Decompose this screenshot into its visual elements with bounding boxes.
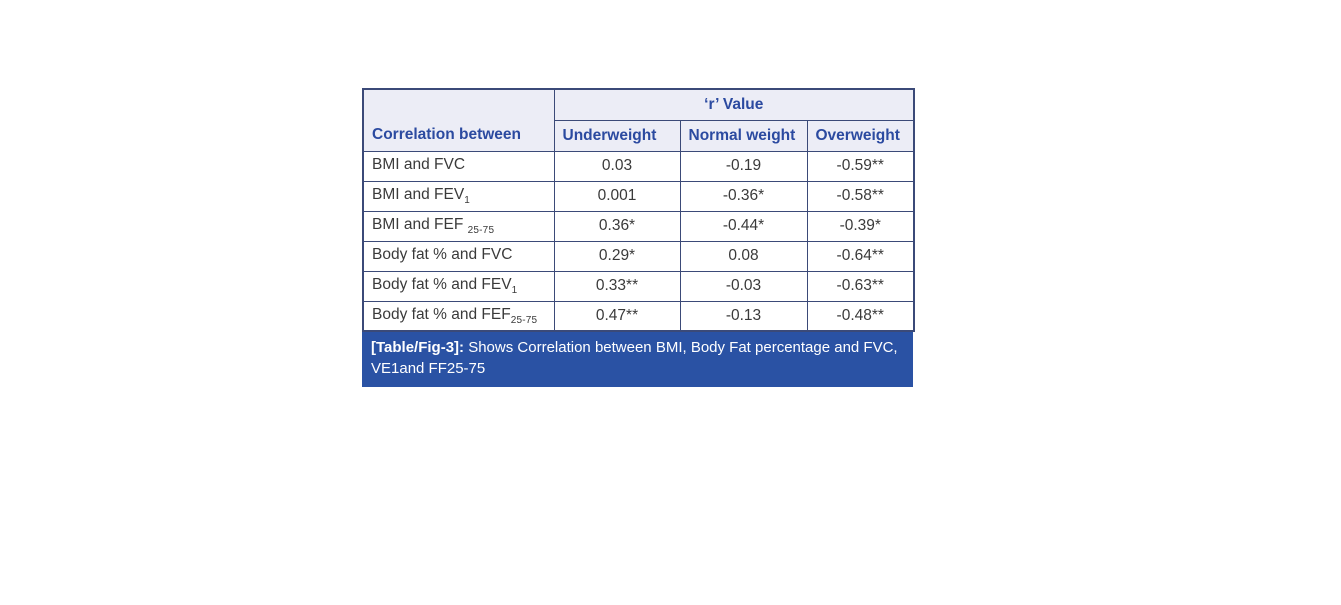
correlation-table: Correlation between ‘r’ Value Underweigh…	[362, 88, 916, 332]
cell-underweight: 0.03	[553, 150, 681, 182]
col-group-header-r-value: ‘r’ Value	[553, 88, 915, 121]
row-label-text: Body fat % and FVC	[372, 246, 513, 263]
cell-overweight: -0.64**	[806, 240, 915, 272]
cell-overweight: -0.48**	[806, 300, 915, 332]
cell-overweight: -0.39*	[806, 210, 915, 242]
row-label: Body fat % and FVC	[362, 240, 555, 272]
cell-underweight: 0.33**	[553, 270, 681, 302]
cell-normal-weight: -0.44*	[679, 210, 808, 242]
table-row: Body fat % and FVC 0.29* 0.08 -0.64**	[362, 240, 915, 272]
cell-underweight: 0.36*	[553, 210, 681, 242]
caption-text: Shows Correlation between BMI, Body Fat …	[371, 339, 902, 377]
cell-normal-weight: -0.19	[679, 150, 808, 182]
cell-normal-weight: -0.13	[679, 300, 808, 332]
col-header-underweight: Underweight	[553, 119, 681, 152]
row-label: BMI and FVC	[362, 150, 555, 182]
table-row: BMI and FVC 0.03 -0.19 -0.59**	[362, 150, 915, 182]
table-caption: [Table/Fig-3]: Shows Correlation between…	[362, 332, 913, 388]
cell-overweight: -0.59**	[806, 150, 915, 182]
table-row: BMI and FEV1 0.001 -0.36* -0.58**	[362, 180, 915, 212]
table-group-header-row: Correlation between ‘r’ Value	[362, 88, 915, 152]
row-label-text: BMI and FVC	[372, 156, 466, 173]
row-label-text: BMI and FEV	[372, 186, 465, 203]
row-label-text: Body fat % and FEF	[372, 305, 511, 323]
row-label-subscript: 25-75	[510, 314, 538, 326]
cell-underweight: 0.29*	[553, 240, 681, 272]
table-row: BMI and FEF 25-75 0.36* -0.44* -0.39*	[362, 210, 915, 242]
row-label: Body fat % and FEF25-75	[362, 300, 555, 332]
cell-overweight: -0.58**	[806, 180, 915, 212]
table-row: Body fat % and FEV1 0.33** -0.03 -0.63**	[362, 270, 915, 302]
col-header-normal-weight: Normal weight	[679, 119, 808, 152]
cell-overweight: -0.63**	[806, 270, 915, 302]
caption-tag: [Table/Fig-3]:	[371, 339, 465, 356]
row-label: BMI and FEF 25-75	[362, 210, 555, 242]
row-label: BMI and FEV1	[362, 180, 555, 212]
row-label-subscript: 1	[511, 285, 518, 296]
table-column-header-row: Underweight Normal weight Overweight	[363, 119, 915, 152]
cell-underweight: 0.001	[553, 180, 681, 212]
col-header-correlation-between: Correlation between	[362, 88, 555, 152]
row-label-text: BMI and FEF	[372, 216, 468, 233]
table-row: Body fat % and FEF25-75 0.47** -0.13 -0.…	[362, 300, 915, 332]
table-figure: Correlation between ‘r’ Value Underweigh…	[362, 88, 916, 388]
cell-normal-weight: 0.08	[679, 240, 808, 272]
cell-underweight: 0.47**	[553, 300, 681, 332]
col-header-overweight: Overweight	[806, 119, 915, 152]
row-label: Body fat % and FEV1	[362, 270, 555, 302]
cell-normal-weight: -0.36*	[679, 180, 808, 212]
row-label-subscript: 1	[464, 195, 470, 206]
cell-normal-weight: -0.03	[679, 270, 808, 302]
row-label-subscript: 25-75	[467, 225, 495, 236]
row-label-text: Body fat % and FEV	[372, 276, 512, 293]
